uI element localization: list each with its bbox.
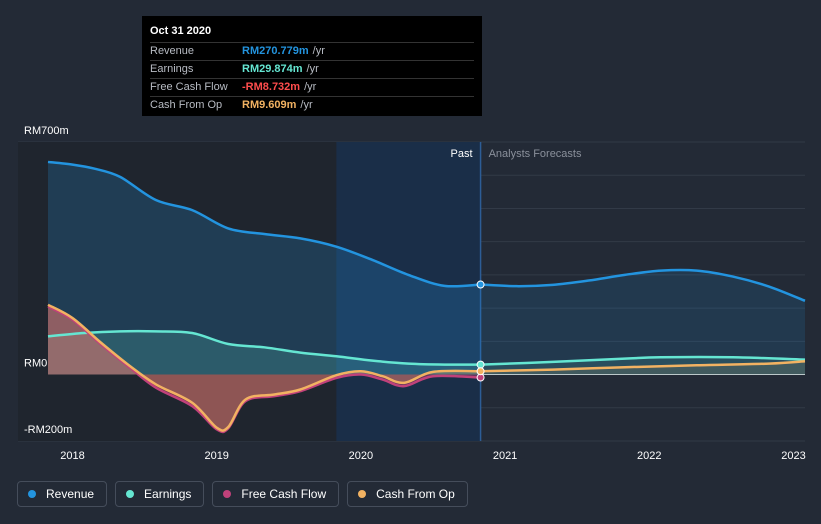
revenue-forecast-area xyxy=(480,269,805,375)
earnings-line xyxy=(47,329,481,366)
tooltip-key: Revenue xyxy=(150,45,195,57)
revenue-marker xyxy=(476,280,485,289)
revenue-area xyxy=(48,161,481,375)
highlight-region xyxy=(336,142,481,441)
earnings-marker xyxy=(476,360,485,369)
legend-free-cash-flow-toggle[interactable]: Free Cash Flow xyxy=(212,481,340,507)
y-tick-label: RM0 xyxy=(24,358,47,370)
tooltip-unit: /yr xyxy=(312,45,325,57)
x-tick-label: 2021 xyxy=(493,450,517,462)
legend-earnings-toggle[interactable]: Earnings xyxy=(115,481,205,507)
x-tick-label: 2023 xyxy=(781,450,805,462)
earnings-dot-icon xyxy=(126,490,135,498)
x-tick-label: 2019 xyxy=(204,450,228,462)
earnings-forecast-line xyxy=(480,355,806,366)
earnings-area xyxy=(48,331,481,375)
free-cash-flow-dot-icon xyxy=(223,490,232,498)
legend-label: Revenue xyxy=(46,487,95,501)
past-region-background xyxy=(18,142,337,441)
tooltip-value: RM29.874m xyxy=(242,63,303,75)
y-axis-labels: RM700m RM0 -RM200m xyxy=(24,125,72,436)
tooltip-value: RM9.609m xyxy=(242,99,297,111)
x-tick-label: 2018 xyxy=(60,450,84,462)
revenue-forecast-line xyxy=(480,268,806,302)
y-tick-label: -RM200m xyxy=(24,424,72,436)
series-lines xyxy=(47,160,806,434)
tooltip-value: -RM8.732m xyxy=(242,81,301,93)
legend-label: Free Cash Flow xyxy=(241,487,327,501)
hover-markers xyxy=(476,280,485,382)
x-tick-label: 2020 xyxy=(349,450,373,462)
tooltip-row-revenue: Revenue RM270.779m /yr xyxy=(150,42,474,60)
chart-legend: Revenue Earnings Free Cash Flow Cash Fro… xyxy=(17,481,468,507)
revenue-dot-icon xyxy=(28,490,36,498)
y-tick-label: RM700m xyxy=(24,125,69,137)
tooltip-value: RM270.779m xyxy=(242,45,309,57)
tooltip-unit: /yr xyxy=(300,99,313,111)
cfo-forecast-line xyxy=(480,360,806,373)
x-axis-labels: 2018 2019 2020 2021 2022 2023 xyxy=(60,450,805,462)
tooltip-date: Oct 31 2020 xyxy=(150,25,212,37)
cash-from-op-dot-icon xyxy=(358,490,367,498)
tooltip-row-earnings: Earnings RM29.874m /yr xyxy=(150,60,474,78)
tooltip-row-free-cash-flow: Free Cash Flow -RM8.732m /yr xyxy=(150,78,474,96)
x-tick-label: 2022 xyxy=(637,450,661,462)
analysts-forecasts-label: Analysts Forecasts xyxy=(489,148,582,160)
tooltip-key: Free Cash Flow xyxy=(150,81,228,93)
tooltip-unit: /yr xyxy=(306,63,319,75)
tooltip-key: Earnings xyxy=(150,63,194,75)
chart-regions xyxy=(18,142,482,441)
cfo-marker xyxy=(476,367,485,376)
data-tooltip: Oct 31 2020 Revenue RM270.779m /yr Earni… xyxy=(142,16,482,116)
legend-label: Earnings xyxy=(144,487,192,501)
tooltip-row-cash-from-op: Cash From Op RM9.609m /yr xyxy=(150,96,474,114)
tooltip-key: Cash From Op xyxy=(150,99,223,111)
legend-cash-from-op-toggle[interactable]: Cash From Op xyxy=(347,481,468,507)
legend-label: Cash From Op xyxy=(376,487,455,501)
revenue-line xyxy=(47,160,481,288)
cfo-line xyxy=(47,303,481,432)
legend-revenue-toggle[interactable]: Revenue xyxy=(17,481,108,507)
tooltip-unit: /yr xyxy=(304,81,317,93)
past-label: Past xyxy=(451,148,473,160)
